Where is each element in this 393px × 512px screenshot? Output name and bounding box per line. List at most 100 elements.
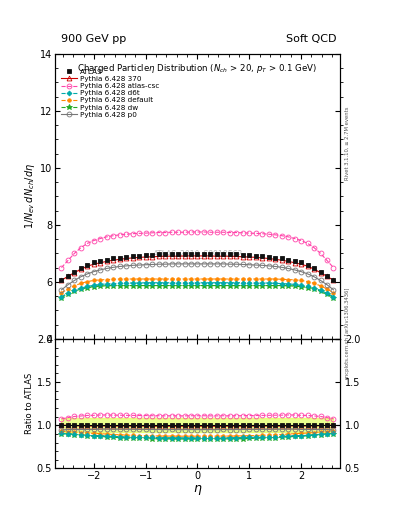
Pythia 6.428 p0 [66,282,70,288]
Pythia 6.428 dw [143,283,148,289]
Pythia 6.428 default [124,276,129,282]
Pythia 6.428 d6t [241,280,245,286]
Pythia 6.428 370 [273,257,277,263]
Pythia 6.428 370 [85,263,90,269]
Pythia 6.428 p0 [292,267,297,273]
Pythia 6.428 dw [195,283,200,289]
Pythia 6.428 default [286,276,290,283]
Pythia 6.428 d6t [98,282,103,288]
Pythia 6.428 default [292,277,297,283]
Pythia 6.428 p0 [286,265,290,271]
Pythia 6.428 d6t [312,285,316,291]
ATLAS [215,251,219,257]
Pythia 6.428 370 [163,253,167,259]
Pythia 6.428 dw [72,288,77,294]
Pythia 6.428 d6t [260,280,264,286]
Pythia 6.428 d6t [228,280,232,286]
Legend: ATLAS, Pythia 6.428 370, Pythia 6.428 atlas-csc, Pythia 6.428 d6t, Pythia 6.428 : ATLAS, Pythia 6.428 370, Pythia 6.428 at… [61,69,160,118]
Pythia 6.428 370 [111,257,116,263]
Pythia 6.428 default [137,276,141,282]
Pythia 6.428 d6t [169,280,174,286]
Pythia 6.428 atlas-csc [221,229,226,236]
Pythia 6.428 p0 [266,263,271,269]
Pythia 6.428 dw [105,283,109,289]
Pythia 6.428 p0 [118,263,122,269]
ATLAS [137,252,141,259]
Pythia 6.428 d6t [79,285,83,291]
Pythia 6.428 p0 [241,262,245,268]
Pythia 6.428 d6t [143,280,148,286]
Pythia 6.428 default [325,286,329,292]
Pythia 6.428 370 [169,253,174,259]
Pythia 6.428 p0 [143,262,148,268]
Pythia 6.428 d6t [279,281,284,287]
Pythia 6.428 p0 [253,262,258,268]
Pythia 6.428 dw [325,291,329,297]
Text: ATLAS_2010_S8918562: ATLAS_2010_S8918562 [152,249,242,258]
ATLAS [260,253,264,259]
Pythia 6.428 atlas-csc [182,229,187,236]
Pythia 6.428 default [169,276,174,282]
Pythia 6.428 default [228,276,232,282]
Pythia 6.428 p0 [260,262,264,268]
Pythia 6.428 d6t [325,290,329,296]
ATLAS [59,278,64,284]
Pythia 6.428 dw [150,283,154,289]
Pythia 6.428 dw [234,283,239,289]
Pythia 6.428 370 [130,255,135,261]
Pythia 6.428 atlas-csc [260,230,264,237]
Pythia 6.428 atlas-csc [318,250,323,257]
ATLAS [228,251,232,257]
Pythia 6.428 p0 [137,262,141,268]
Pythia 6.428 atlas-csc [98,236,103,242]
Pythia 6.428 dw [331,294,336,301]
Y-axis label: $1/N_{ev}\,dN_{ch}/d\eta$: $1/N_{ev}\,dN_{ch}/d\eta$ [23,163,37,229]
ATLAS [182,251,187,257]
Pythia 6.428 atlas-csc [292,236,297,242]
ATLAS [305,262,310,268]
ATLAS [299,260,303,266]
Text: Soft QCD: Soft QCD [286,33,336,44]
Pythia 6.428 d6t [247,280,252,286]
Pythia 6.428 p0 [85,271,90,277]
Pythia 6.428 370 [208,253,213,259]
Pythia 6.428 370 [137,254,141,261]
Pythia 6.428 dw [189,283,193,289]
Pythia 6.428 dw [273,283,277,289]
X-axis label: $\eta$: $\eta$ [193,483,202,497]
ATLAS [66,273,70,279]
Pythia 6.428 atlas-csc [85,240,90,246]
Pythia 6.428 d6t [66,290,70,296]
Pythia 6.428 atlas-csc [143,230,148,236]
Pythia 6.428 p0 [59,287,64,293]
Pythia 6.428 d6t [221,280,226,286]
ATLAS [176,251,180,257]
Pythia 6.428 370 [176,253,180,259]
Pythia 6.428 atlas-csc [124,231,129,238]
Pythia 6.428 atlas-csc [273,232,277,238]
Pythia 6.428 dw [266,283,271,289]
Pythia 6.428 d6t [150,280,154,286]
Pythia 6.428 default [79,280,83,286]
Pythia 6.428 p0 [72,278,77,284]
Pythia 6.428 370 [241,253,245,260]
Pythia 6.428 p0 [208,261,213,267]
Pythia 6.428 370 [98,260,103,266]
Pythia 6.428 370 [182,253,187,259]
Pythia 6.428 atlas-csc [208,229,213,236]
Text: 900 GeV pp: 900 GeV pp [61,33,126,44]
Pythia 6.428 default [266,276,271,282]
Pythia 6.428 370 [312,266,316,272]
ATLAS [279,255,284,262]
Pythia 6.428 default [105,276,109,283]
Pythia 6.428 default [176,276,180,282]
Pythia 6.428 dw [312,286,316,292]
Pythia 6.428 atlas-csc [325,258,329,264]
Pythia 6.428 370 [305,263,310,269]
Pythia 6.428 atlas-csc [59,265,64,271]
Pythia 6.428 default [299,278,303,284]
Pythia 6.428 370 [221,253,226,259]
Pythia 6.428 dw [130,283,135,289]
Pythia 6.428 atlas-csc [253,230,258,237]
Pythia 6.428 dw [66,291,70,297]
